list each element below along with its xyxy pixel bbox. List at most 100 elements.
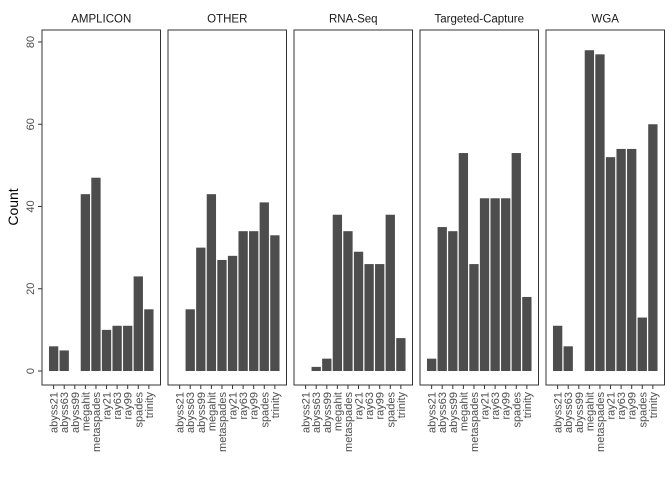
x-tick-label: ray99 [123, 392, 135, 420]
x-tick-label: metaspades [343, 392, 355, 452]
facet-strip-label: OTHER [207, 14, 247, 26]
x-tick-label: ray21 [228, 392, 240, 420]
x-tick-label: megahit [584, 392, 596, 431]
facet-panel-other: OTHER abyss21abyss63abyss99megahitmetaspa… [167, 14, 287, 452]
x-tick-label: abyss21 [49, 392, 61, 433]
bar-abyss99 [196, 247, 206, 371]
x-tick-label: abyss63 [563, 392, 575, 433]
x-tick-label: ray21 [606, 392, 618, 420]
facet-panel-rna-seq: RNA-Seq abyss21abyss63abyss99megahitmetas… [293, 14, 413, 452]
x-tick-label: abyss63 [59, 392, 71, 433]
bar-ray21 [101, 329, 112, 371]
bar-megahit [332, 214, 343, 371]
x-tick-label: megahit [332, 392, 344, 431]
x-tick-label: ray21 [102, 392, 114, 420]
x-tick-label: spades [385, 392, 397, 428]
bar-trinity [270, 235, 280, 371]
x-tick-label: abyss63 [185, 392, 197, 433]
x-tick-label: metaspades [91, 392, 103, 452]
bar-ray99 [627, 148, 637, 371]
bar-trinity [144, 309, 154, 371]
bar-abyss63 [437, 227, 447, 371]
facet-strip-label: AMPLICON [71, 14, 131, 26]
y-axis: 0 20 40 60 80 [25, 36, 42, 374]
bar-spades [259, 202, 269, 371]
x-tick-label: ray99 [249, 392, 261, 420]
x-tick-label: ray99 [375, 392, 387, 420]
x-tick-label: ray63 [616, 392, 628, 420]
bar-trinity [648, 124, 658, 371]
panel-border [293, 29, 413, 386]
bar-abyss99 [448, 231, 458, 371]
bar-ray99 [123, 325, 133, 371]
x-tick-label: ray63 [364, 392, 376, 420]
bar-ray63 [490, 198, 500, 371]
bar-ray21 [353, 251, 364, 371]
bar-megahit [80, 194, 91, 371]
x-tick-label: ray63 [490, 392, 502, 420]
bar-megahit [584, 50, 595, 371]
facet-panel-wga: WGA abyss21abyss63abyss99megahitmetaspade… [545, 14, 665, 452]
x-tick-label: megahit [80, 392, 92, 431]
x-tick-label: abyss63 [437, 392, 449, 433]
bar-abyss21 [426, 358, 437, 371]
x-tick-label: ray99 [627, 392, 639, 420]
x-tick-label: trinity [270, 392, 282, 419]
panel-border [419, 29, 539, 386]
x-tick-label: abyss21 [301, 392, 313, 433]
facet-strip-label: WGA [592, 14, 620, 26]
y-axis-title: Count [5, 188, 21, 225]
bar-ray63 [112, 325, 122, 371]
bar-trinity [396, 338, 406, 371]
x-tick-label: spades [259, 392, 271, 428]
x-tick-label: trinity [144, 392, 156, 419]
bar-metaspades [595, 54, 605, 372]
panel-border [545, 29, 665, 386]
bar-ray21 [227, 255, 238, 371]
x-tick-label: ray99 [501, 392, 513, 420]
x-tick-label: trinity [522, 392, 534, 419]
x-tick-label: metaspades [469, 392, 481, 452]
bar-abyss63 [563, 346, 573, 371]
bar-abyss99 [322, 358, 332, 371]
x-tick-label: abyss63 [311, 392, 323, 433]
x-tick-label: abyss21 [175, 392, 187, 433]
bar-abyss63 [185, 309, 195, 371]
bar-ray99 [501, 198, 511, 371]
bar-spades [385, 214, 395, 371]
bar-metaspades [469, 264, 479, 371]
bar-metaspades [91, 177, 101, 371]
bar-spades [133, 276, 143, 371]
facet-panels: AMPLICONabyss21abyss63abyss99megahitmeta… [41, 14, 665, 452]
x-tick-label: metaspades [217, 392, 229, 452]
x-tick-label: spades [133, 392, 145, 428]
y-tick-label: 0 [25, 368, 37, 374]
x-tick-label: spades [637, 392, 649, 428]
bar-abyss63 [59, 350, 69, 371]
bar-ray21 [479, 198, 490, 371]
bar-spades [637, 317, 647, 371]
x-tick-label: ray21 [354, 392, 366, 420]
x-tick-label: ray21 [480, 392, 492, 420]
x-tick-label: megahit [458, 392, 470, 431]
x-tick-label: abyss99 [574, 392, 586, 433]
bar-spades [511, 153, 521, 371]
bar-ray99 [249, 231, 259, 371]
x-tick-label: ray63 [112, 392, 124, 420]
x-tick-label: trinity [648, 392, 660, 419]
bar-megahit [458, 153, 469, 371]
bar-ray63 [238, 231, 248, 371]
bar-ray21 [605, 157, 616, 371]
bar-ray63 [616, 148, 626, 371]
bar-ray63 [364, 264, 374, 371]
x-tick-label: abyss99 [322, 392, 334, 433]
bar-abyss21 [48, 346, 59, 371]
panel-border [167, 29, 287, 386]
y-tick-label: 80 [25, 36, 37, 48]
x-tick-label: trinity [396, 392, 408, 419]
facet-panel-amplicon: AMPLICON abyss21abyss63abyss99megahitmeta… [41, 14, 161, 452]
bar-ray99 [375, 264, 385, 371]
facet-strip-label: Targeted-Capture [435, 14, 525, 26]
bar-metaspades [343, 231, 353, 371]
